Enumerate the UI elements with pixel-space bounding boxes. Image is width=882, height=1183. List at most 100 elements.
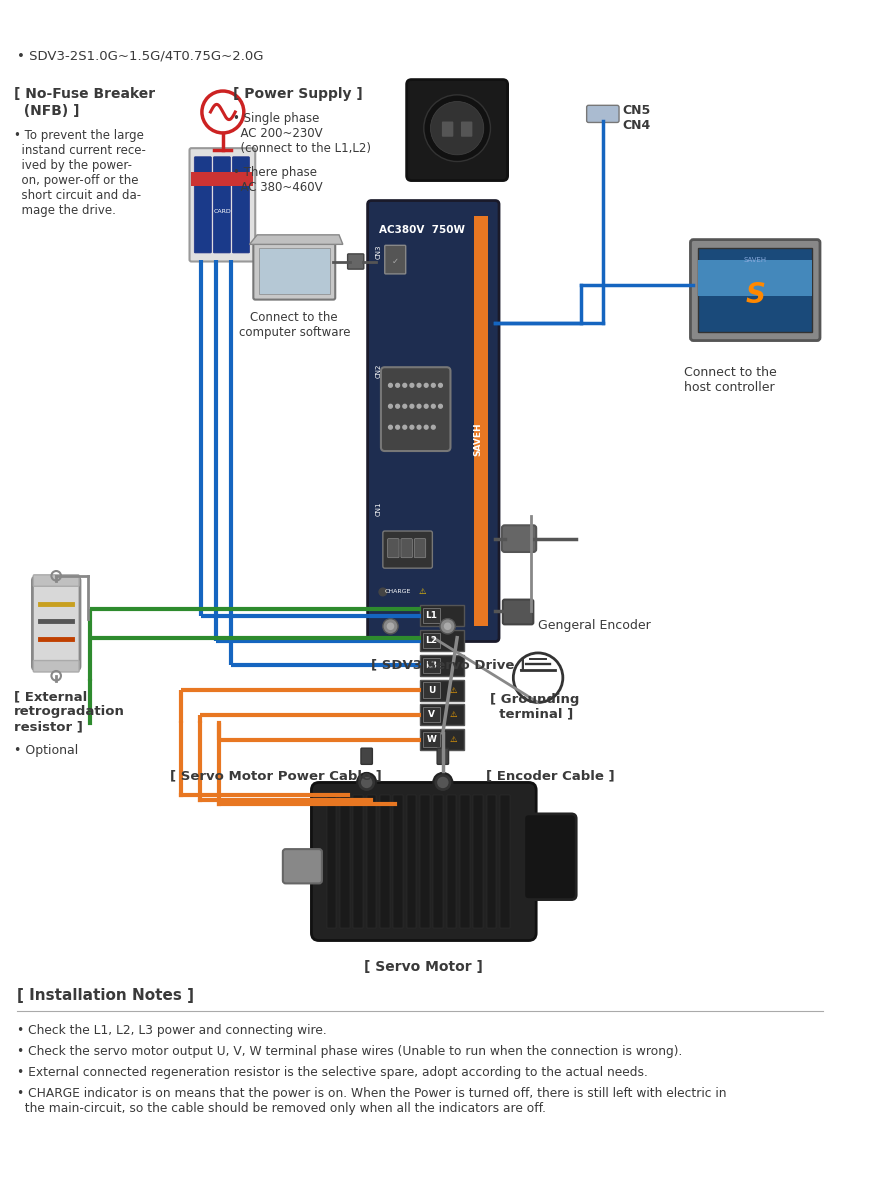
FancyBboxPatch shape [503, 600, 534, 625]
Circle shape [417, 383, 421, 387]
FancyBboxPatch shape [420, 704, 464, 725]
Circle shape [437, 777, 449, 788]
Text: • Optional: • Optional [14, 744, 78, 757]
FancyBboxPatch shape [460, 795, 469, 929]
FancyBboxPatch shape [487, 795, 497, 929]
Text: Connect to the
host controller: Connect to the host controller [684, 367, 776, 394]
FancyBboxPatch shape [311, 782, 536, 940]
FancyBboxPatch shape [368, 201, 499, 641]
FancyBboxPatch shape [213, 156, 230, 253]
FancyBboxPatch shape [401, 538, 413, 557]
Circle shape [430, 102, 484, 155]
Circle shape [438, 405, 443, 408]
Text: S: S [745, 280, 766, 309]
FancyBboxPatch shape [420, 655, 464, 675]
FancyBboxPatch shape [437, 748, 449, 764]
Circle shape [403, 383, 407, 387]
Circle shape [410, 405, 414, 408]
Text: [ No-Fuse Breaker: [ No-Fuse Breaker [14, 88, 155, 102]
Circle shape [403, 405, 407, 408]
FancyBboxPatch shape [524, 814, 576, 899]
FancyBboxPatch shape [259, 248, 330, 293]
Circle shape [396, 383, 400, 387]
FancyBboxPatch shape [34, 575, 79, 587]
FancyBboxPatch shape [253, 243, 335, 299]
Text: Gengeral Encoder: Gengeral Encoder [538, 619, 651, 632]
Circle shape [424, 95, 490, 162]
Text: L2: L2 [425, 636, 437, 645]
FancyBboxPatch shape [420, 679, 464, 700]
FancyBboxPatch shape [232, 156, 250, 253]
Text: [ Servo Motor ]: [ Servo Motor ] [364, 959, 483, 974]
FancyBboxPatch shape [461, 122, 473, 137]
Text: ✓: ✓ [392, 257, 399, 266]
FancyBboxPatch shape [475, 215, 488, 626]
FancyBboxPatch shape [33, 577, 80, 670]
Circle shape [440, 619, 455, 634]
Text: [ Grounding
  terminal ]: [ Grounding terminal ] [490, 693, 579, 720]
Text: Connect to the
computer software: Connect to the computer software [238, 311, 350, 340]
Text: • Single phase
  AC 200~230V
  (connect to the L1,L2): • Single phase AC 200~230V (connect to t… [234, 112, 371, 155]
Text: • There phase
  AC 380~460V: • There phase AC 380~460V [234, 167, 323, 194]
FancyBboxPatch shape [383, 531, 432, 568]
FancyBboxPatch shape [326, 795, 336, 929]
Circle shape [417, 426, 421, 429]
Text: • CHARGE indicator is on means that the power is on. When the Power is turned of: • CHARGE indicator is on means that the … [17, 1087, 727, 1116]
FancyBboxPatch shape [385, 245, 406, 274]
Text: L1: L1 [425, 612, 437, 620]
FancyBboxPatch shape [194, 156, 212, 253]
Circle shape [396, 405, 400, 408]
Text: CARD: CARD [213, 209, 231, 214]
Text: CN1: CN1 [375, 502, 381, 516]
Circle shape [379, 588, 386, 596]
Text: CN2: CN2 [375, 364, 381, 379]
Text: SAVEH: SAVEH [744, 257, 766, 263]
Text: W: W [427, 735, 437, 744]
Circle shape [383, 619, 398, 634]
Text: ⚠: ⚠ [450, 686, 457, 694]
Text: ⚠: ⚠ [450, 710, 457, 719]
Circle shape [424, 426, 428, 429]
FancyBboxPatch shape [415, 538, 426, 557]
Text: U: U [428, 686, 435, 694]
Circle shape [433, 772, 452, 791]
FancyBboxPatch shape [34, 660, 79, 672]
Text: [ SDV3 Servo Drive ]: [ SDV3 Servo Drive ] [371, 659, 526, 672]
Text: SAVEH: SAVEH [474, 422, 482, 457]
FancyBboxPatch shape [422, 707, 440, 723]
Text: CHARGE: CHARGE [385, 589, 411, 595]
FancyBboxPatch shape [422, 732, 440, 748]
Text: [ External
retrogradation
resistor ]: [ External retrogradation resistor ] [14, 690, 125, 733]
FancyBboxPatch shape [442, 122, 453, 137]
Text: • External connected regeneration resistor is the selective spare, adopt accordi: • External connected regeneration resist… [17, 1066, 648, 1079]
FancyBboxPatch shape [422, 683, 440, 698]
Circle shape [431, 426, 435, 429]
FancyBboxPatch shape [407, 79, 508, 181]
FancyBboxPatch shape [433, 795, 443, 929]
FancyBboxPatch shape [422, 633, 440, 648]
FancyBboxPatch shape [422, 608, 440, 623]
Text: • Check the L1, L2, L3 power and connecting wire.: • Check the L1, L2, L3 power and connect… [17, 1024, 327, 1037]
Circle shape [424, 405, 428, 408]
FancyBboxPatch shape [367, 795, 377, 929]
FancyBboxPatch shape [407, 795, 416, 929]
FancyBboxPatch shape [691, 240, 820, 341]
Text: • SDV3-2S1.0G~1.5G/4T0.75G~2.0G: • SDV3-2S1.0G~1.5G/4T0.75G~2.0G [17, 50, 264, 63]
FancyBboxPatch shape [283, 849, 322, 884]
Circle shape [389, 426, 392, 429]
FancyBboxPatch shape [380, 795, 390, 929]
Circle shape [431, 405, 435, 408]
Text: [ Installation Notes ]: [ Installation Notes ] [17, 988, 194, 1003]
FancyBboxPatch shape [420, 729, 464, 750]
Circle shape [386, 622, 394, 631]
Text: ⚠: ⚠ [450, 735, 457, 744]
FancyBboxPatch shape [191, 172, 253, 186]
Text: • To prevent the large
  instand current rece-
  ived by the power-
  on, power-: • To prevent the large instand current r… [14, 129, 146, 218]
Text: [ Encoder Cable ]: [ Encoder Cable ] [486, 769, 615, 782]
FancyBboxPatch shape [502, 525, 536, 552]
Circle shape [410, 383, 414, 387]
FancyBboxPatch shape [348, 254, 363, 269]
FancyBboxPatch shape [420, 795, 430, 929]
Text: L3: L3 [425, 661, 437, 670]
FancyBboxPatch shape [698, 248, 812, 332]
